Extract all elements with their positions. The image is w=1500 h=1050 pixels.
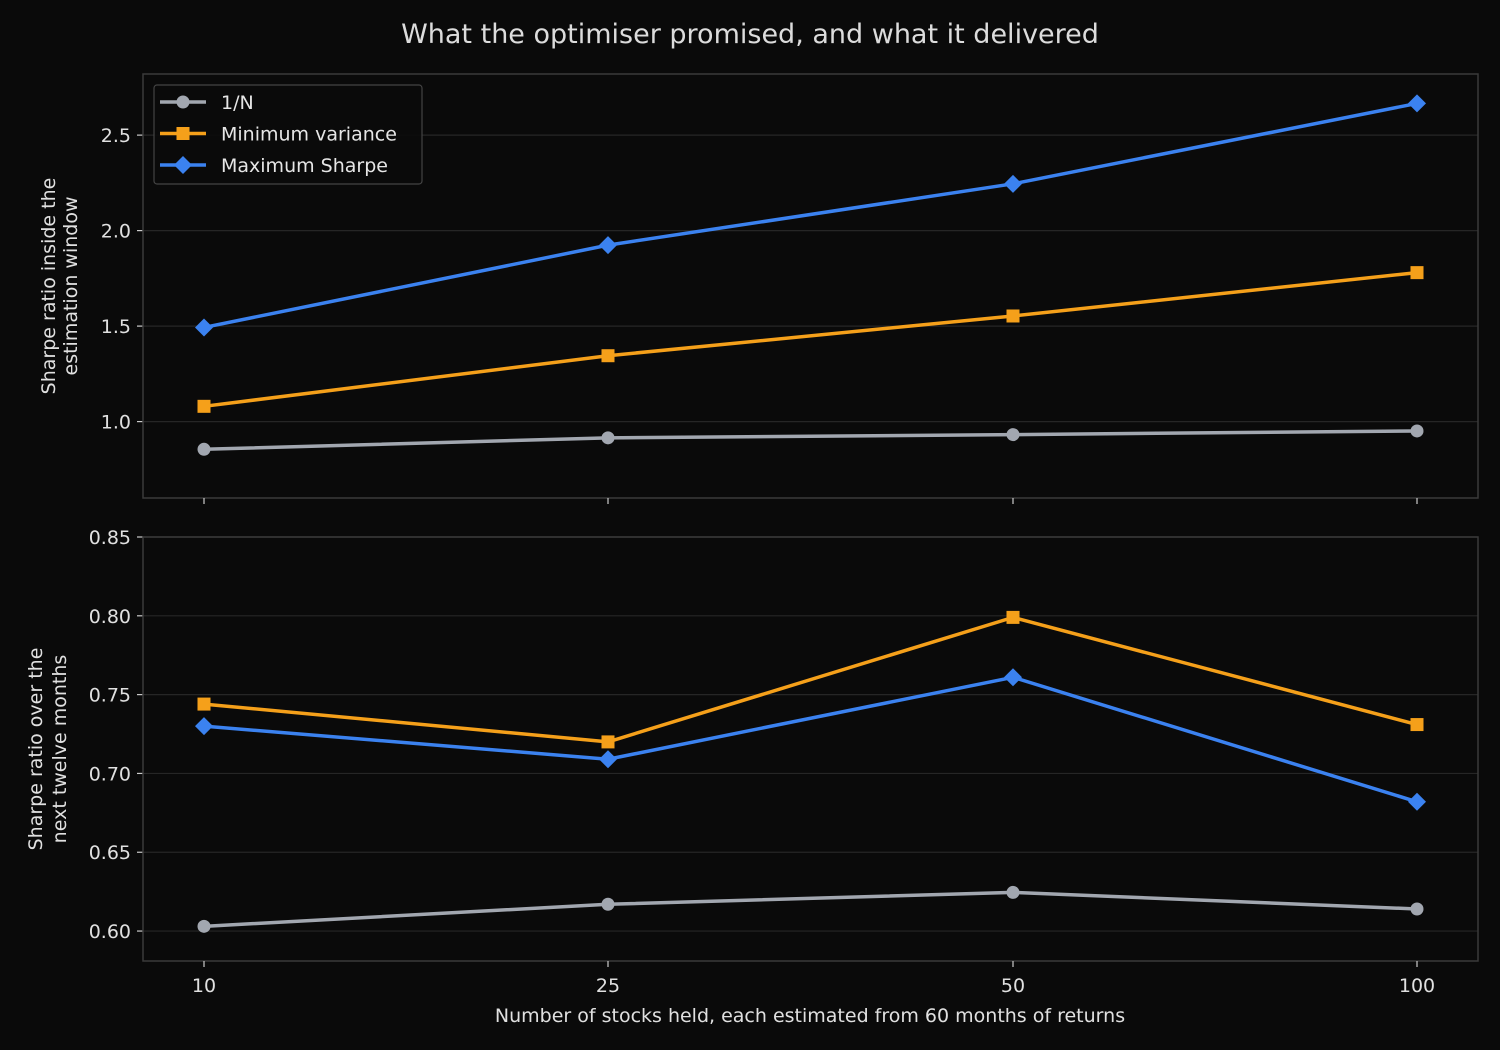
series-line bbox=[203, 101, 1418, 330]
series-line bbox=[203, 429, 1418, 452]
data-point bbox=[599, 236, 617, 255]
series-minimum-variance bbox=[197, 266, 1424, 413]
y-tick-label: 0.75 bbox=[89, 685, 131, 707]
data-point bbox=[1006, 610, 1020, 624]
y-tick-label: 2.0 bbox=[101, 221, 131, 243]
data-point bbox=[1410, 718, 1424, 732]
y-axis-label-line: Sharpe ratio inside the bbox=[38, 178, 60, 395]
data-point bbox=[195, 318, 213, 337]
legend-label: 1/N bbox=[221, 92, 254, 114]
x-tick-label: 50 bbox=[1001, 975, 1025, 997]
data-point bbox=[1410, 902, 1424, 916]
lower-panel: 0.60 0.65 0.70 0.75 0.80 0.85 10 25 50 100 Sharpe … bbox=[25, 527, 1479, 997]
data-point bbox=[1004, 668, 1022, 687]
legend-box bbox=[153, 84, 423, 185]
plot-frame bbox=[142, 536, 1479, 962]
data-point bbox=[1410, 424, 1424, 438]
series-line bbox=[203, 615, 1418, 744]
y-tick-label: 2.5 bbox=[101, 125, 131, 147]
y-axis-label: Sharpe ratio inside theestimation window bbox=[38, 178, 82, 395]
y-tick-label: 0.60 bbox=[89, 921, 131, 943]
series-line bbox=[203, 890, 1418, 929]
y-tick-label: 1.5 bbox=[101, 316, 131, 338]
data-point bbox=[601, 735, 615, 749]
series-line bbox=[203, 675, 1418, 804]
plot-frame bbox=[142, 73, 1479, 499]
y-tick-label: 0.65 bbox=[89, 842, 131, 864]
series-maximum-sharpe bbox=[195, 94, 1426, 337]
legend-swatch-marker bbox=[174, 156, 192, 174]
y-axis-label: Sharpe ratio over the next twelve months bbox=[25, 648, 71, 851]
data-point bbox=[197, 442, 211, 456]
x-tick-label: 25 bbox=[596, 975, 620, 997]
data-point bbox=[197, 399, 211, 413]
x-tick-label: 100 bbox=[1399, 975, 1435, 997]
data-point bbox=[1004, 174, 1022, 193]
data-point bbox=[1006, 885, 1020, 899]
chart-title: What the optimiser promised, and what it… bbox=[401, 19, 1099, 50]
legend: 1/N Minimum variance Maximum Sharpe bbox=[153, 84, 423, 185]
data-point bbox=[1006, 309, 1020, 323]
legend-entry: Maximum Sharpe bbox=[160, 155, 388, 177]
y-tick-label: 1.0 bbox=[101, 412, 131, 434]
y-axis-label-line: Sharpe ratio over the bbox=[25, 648, 47, 851]
series-line bbox=[203, 270, 1418, 409]
legend-label: Maximum Sharpe bbox=[221, 155, 388, 177]
data-point bbox=[601, 349, 615, 363]
series-maximum-sharpe bbox=[195, 668, 1426, 811]
y-tick-label: 0.85 bbox=[89, 527, 131, 549]
data-point bbox=[1410, 266, 1424, 280]
legend-swatch-marker bbox=[176, 95, 190, 109]
data-point bbox=[1408, 792, 1426, 811]
x-tick-label: 10 bbox=[192, 975, 216, 997]
data-point bbox=[601, 897, 615, 911]
legend-entry: 1/N bbox=[160, 92, 254, 114]
y-tick-label: 0.70 bbox=[89, 763, 131, 785]
series-1-n bbox=[197, 424, 1424, 456]
series-1-n bbox=[197, 885, 1424, 933]
y-tick-label: 0.80 bbox=[89, 606, 131, 628]
plot-area bbox=[143, 537, 1478, 961]
x-axis-label: Number of stocks held, each estimated fr… bbox=[495, 1005, 1125, 1027]
data-point bbox=[599, 750, 617, 769]
legend-label: Minimum variance bbox=[221, 124, 397, 146]
data-point bbox=[195, 717, 213, 736]
legend-entry: Minimum variance bbox=[160, 124, 397, 146]
series-minimum-variance bbox=[197, 610, 1424, 749]
y-axis-label-line: estimation window bbox=[60, 197, 82, 376]
data-point bbox=[197, 919, 211, 933]
data-point bbox=[601, 431, 615, 445]
data-point bbox=[197, 697, 211, 711]
data-point bbox=[1006, 428, 1020, 442]
legend-swatch-marker bbox=[176, 127, 190, 140]
y-axis-label-line: next twelve months bbox=[49, 655, 71, 844]
data-point bbox=[1408, 94, 1426, 113]
